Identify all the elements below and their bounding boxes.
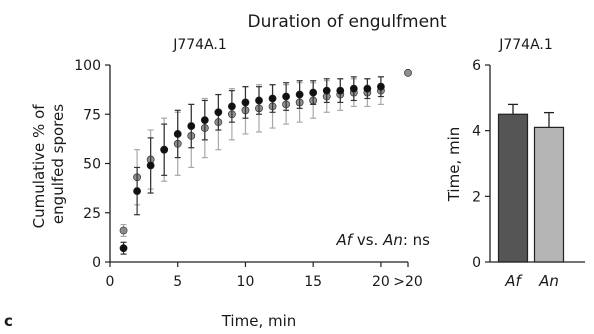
data-point-Af xyxy=(200,116,209,125)
bar-ytick-label: 2 xyxy=(472,189,481,205)
bar-Af xyxy=(497,113,529,263)
scatter-panel: J774A.1 Cumulative % of engulfed spores … xyxy=(30,37,430,330)
bar-An xyxy=(533,126,565,263)
scatter-ylabel-line2: engulfed spores xyxy=(49,104,67,224)
data-point-Af xyxy=(363,84,372,93)
data-point-Af xyxy=(228,102,236,111)
bar-ylabel: Time, min xyxy=(445,127,463,203)
scatter-ylabel-line1: Cumulative % of xyxy=(30,104,48,229)
data-point-Af xyxy=(349,84,358,93)
significance-annotation: Af vs. An: ns xyxy=(336,231,431,249)
data-point-An xyxy=(404,68,412,77)
annotation-result: : ns xyxy=(403,231,430,249)
scatter-ytick-label: 50 xyxy=(83,157,101,173)
bar-panel: J774A.1 0 2 4 6 Time, min Af An xyxy=(445,37,585,290)
scatter-xtick-label: 10 xyxy=(237,274,255,290)
scatter-ylabel: Cumulative % of engulfed spores xyxy=(30,100,67,229)
data-point-Af xyxy=(173,130,182,138)
scatter-xtick-label: >20 xyxy=(393,274,423,290)
data-point-Af xyxy=(282,92,290,101)
series-Af xyxy=(119,76,385,255)
scatter-xtick-label: 5 xyxy=(173,274,182,290)
scatter-ytick-label: 75 xyxy=(83,107,101,123)
scatter-xtick-label: 15 xyxy=(304,274,322,290)
annotation-vs: vs. xyxy=(352,231,383,249)
data-point-Af xyxy=(119,244,128,253)
scatter-ytick-label: 25 xyxy=(83,206,101,222)
data-point-Af xyxy=(322,86,331,95)
data-point-Af xyxy=(309,88,318,97)
data-point-Af xyxy=(255,96,263,105)
data-point-Af xyxy=(377,82,385,91)
data-point-Af xyxy=(336,86,345,95)
scatter-xlabel: Time, min xyxy=(221,312,297,330)
data-point-An xyxy=(119,226,128,235)
scatter-subtitle: J774A.1 xyxy=(172,37,227,53)
scatter-xtick-label: 0 xyxy=(106,274,115,290)
bar-ytick-label: 6 xyxy=(472,58,481,74)
figure-title: Duration of engulfment xyxy=(248,12,447,32)
data-point-Af xyxy=(160,145,169,154)
scatter-marks xyxy=(119,68,412,255)
panel-letter: c xyxy=(4,312,13,330)
data-point-Af xyxy=(268,94,277,103)
scatter-xtick-label: 20 xyxy=(372,274,390,290)
bar-ytick-label: 4 xyxy=(472,124,481,140)
data-point-Af xyxy=(133,187,141,195)
annotation-series-a: Af xyxy=(336,231,355,249)
bar-category-label: An xyxy=(538,272,559,290)
annotation-series-b: An xyxy=(382,231,403,249)
bar-subtitle: J774A.1 xyxy=(498,37,553,53)
data-point-Af xyxy=(146,161,155,170)
data-point-Af xyxy=(214,108,223,117)
scatter-axes: 0 25 50 75 100 0 5 10 15 20 >20 xyxy=(74,58,423,290)
data-point-Af xyxy=(295,90,304,99)
data-point-Af xyxy=(241,98,250,107)
bar-ytick-label: 0 xyxy=(472,255,481,271)
bar-marks: Af An xyxy=(497,103,565,290)
scatter-ytick-label: 100 xyxy=(74,58,101,74)
data-point-Af xyxy=(187,122,196,130)
bar-category-label: Af xyxy=(504,272,523,290)
scatter-ytick-label: 0 xyxy=(92,255,101,271)
